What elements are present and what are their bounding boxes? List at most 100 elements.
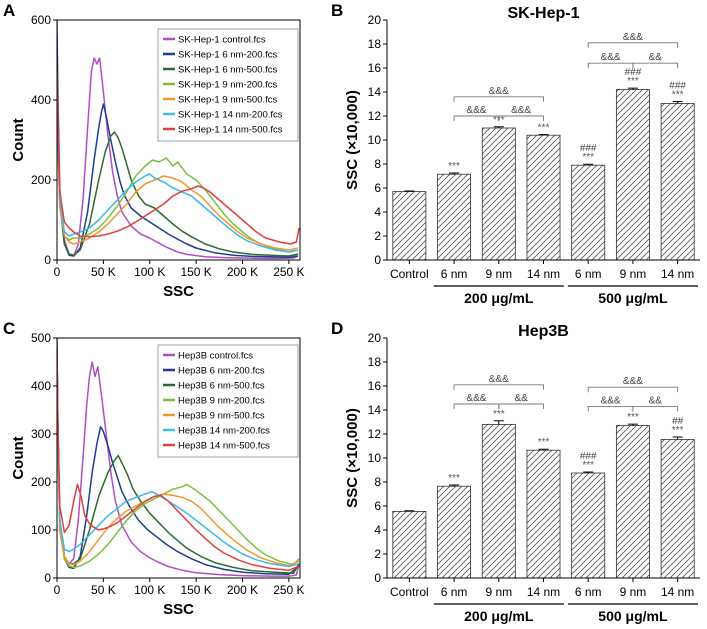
legend: Hep3B control.fcs Hep3B 6 nm-200.fcs Hep3B… [157, 344, 299, 458]
series-line-2 [57, 35, 299, 258]
y-tick-label: 400 [31, 93, 51, 107]
y-tick-label: 400 [31, 379, 51, 393]
bracket-label: &&& [511, 105, 531, 116]
x-tick-label: 0 [54, 583, 61, 597]
group-label: 200 μg/mL [464, 290, 534, 306]
y-tick-label: 300 [31, 427, 51, 441]
y-tick-label: 10 [368, 133, 382, 147]
panel-D: D Hep3B************###******##&&&&&& &&&&&… [331, 319, 700, 624]
bar-5 [571, 472, 606, 579]
x-tick-label: 150 K [180, 265, 211, 279]
y-axis-title: SSC (×10,000) [344, 408, 361, 508]
y-tick-label: 18 [368, 37, 382, 51]
series-lines [57, 20, 300, 260]
y-tick-label: 200 [31, 475, 51, 489]
y-tick-label: 200 [31, 173, 51, 187]
x-tick-label: 14 nm [661, 267, 694, 281]
y-tick-label: 4 [374, 523, 381, 537]
x-tick-label: 9 nm [620, 267, 647, 281]
bar-6 [615, 425, 650, 579]
y-tick-label: 2 [374, 547, 381, 561]
y-tick-label: 0 [44, 571, 51, 585]
bar-6 [615, 89, 650, 261]
panel-C: C 0 100 200 300 400 500 0 50 K 100 K 150 K 200 K 250… [3, 319, 305, 618]
panel-letter: B [331, 1, 343, 20]
comparison-bracket [632, 62, 679, 69]
y-tick-label: 20 [368, 331, 382, 345]
series-line-7 [57, 352, 300, 572]
bar-4 [526, 449, 561, 579]
comparison-bracket [587, 386, 679, 393]
significance-hashes: ### [625, 67, 642, 78]
legend-entry: Hep3B 14 nm-500.fcs [178, 441, 270, 452]
significance-hashes: ### [580, 451, 597, 462]
plot-frame [56, 19, 301, 261]
bar-1 [392, 191, 427, 261]
legend-entry: SK-Hep-1 control.fcs [178, 35, 266, 46]
significance-stars: *** [582, 460, 594, 471]
bracket-label: &&& [623, 376, 643, 387]
bracket-label: && [514, 393, 528, 404]
significance-stars: *** [627, 76, 639, 87]
x-tick-label: Control [390, 585, 429, 599]
group-label: 500 μg/mL [598, 608, 668, 624]
x-axis-title: SSC [163, 283, 194, 300]
y-axis-title: SSC (×10,000) [344, 90, 361, 190]
y-axis-title: Count [10, 118, 27, 161]
y-tick-label: 16 [368, 61, 382, 75]
legend-entry: SK-Hep-1 6 nm-500.fcs [178, 65, 278, 76]
bracket-label: &&& [623, 32, 643, 43]
x-tick-label: 14 nm [527, 267, 560, 281]
y-tick-label: 14 [368, 403, 382, 417]
legend-entry: SK-Hep-1 6 nm-200.fcs [178, 50, 278, 61]
y-tick-label: 8 [374, 475, 381, 489]
legend-entry: Hep3B 14 nm-200.fcs [178, 426, 270, 437]
y-tick-label: 100 [31, 523, 51, 537]
x-tick-label: 0 [54, 265, 61, 279]
significance-stars: *** [672, 425, 684, 436]
bar-5 [571, 164, 606, 261]
series-line-7 [57, 71, 300, 245]
x-tick-label: 9 nm [485, 267, 512, 281]
series-line-1 [57, 338, 300, 577]
comparison-bracket [632, 405, 679, 412]
x-tick-label: 50 K [91, 265, 116, 279]
legend-entry: SK-Hep-1 9 nm-200.fcs [178, 80, 278, 91]
significance-stars: *** [627, 412, 639, 423]
significance-stars: *** [448, 473, 460, 484]
y-tick-label: 8 [374, 157, 381, 171]
bar-3 [481, 423, 516, 579]
y-tick-label: 0 [374, 571, 381, 585]
legend-entry: SK-Hep-1 9 nm-500.fcs [178, 95, 278, 106]
legend-entry: Hep3B control.fcs [178, 351, 253, 362]
bar-7 [660, 438, 695, 579]
significance-hashes: ### [580, 143, 597, 154]
panel-B: B SK-Hep-1************###***###***###&&&&… [331, 1, 700, 306]
chart-title: SK-Hep-1 [507, 5, 579, 22]
panel-letter: C [3, 319, 15, 338]
bar-2 [437, 173, 472, 261]
y-tick-label: 20 [368, 13, 382, 27]
x-tick-label: 150 K [180, 583, 211, 597]
group-label: 200 μg/mL [464, 608, 534, 624]
y-tick-label: 0 [44, 253, 51, 267]
series-line-5 [57, 91, 299, 251]
significance-stars: *** [538, 437, 550, 448]
x-tick-label: 200 K [227, 583, 258, 597]
x-tick-label: 9 nm [620, 585, 647, 599]
comparison-bracket [498, 403, 544, 409]
x-tick-label: 6 nm [441, 267, 468, 281]
plot-frame [56, 337, 301, 579]
panel-A: A 0 200 400 600 0 50 K 100 K 150 K 200 K 250 K SSC C… [3, 1, 305, 300]
bar-1 [392, 510, 427, 579]
significance-stars: *** [448, 161, 460, 172]
legend-entry: SK-Hep-1 14 nm-500.fcs [178, 125, 283, 136]
group-label: 500 μg/mL [598, 290, 668, 306]
x-tick-label: 9 nm [485, 585, 512, 599]
y-tick-label: 18 [368, 355, 382, 369]
legend: SK-Hep-1 control.fcs SK-Hep-1 6 nm-200.fc… [157, 28, 299, 142]
bracket-label: && [649, 52, 663, 63]
x-tick-label: 100 K [134, 583, 165, 597]
y-tick-label: 16 [368, 379, 382, 393]
